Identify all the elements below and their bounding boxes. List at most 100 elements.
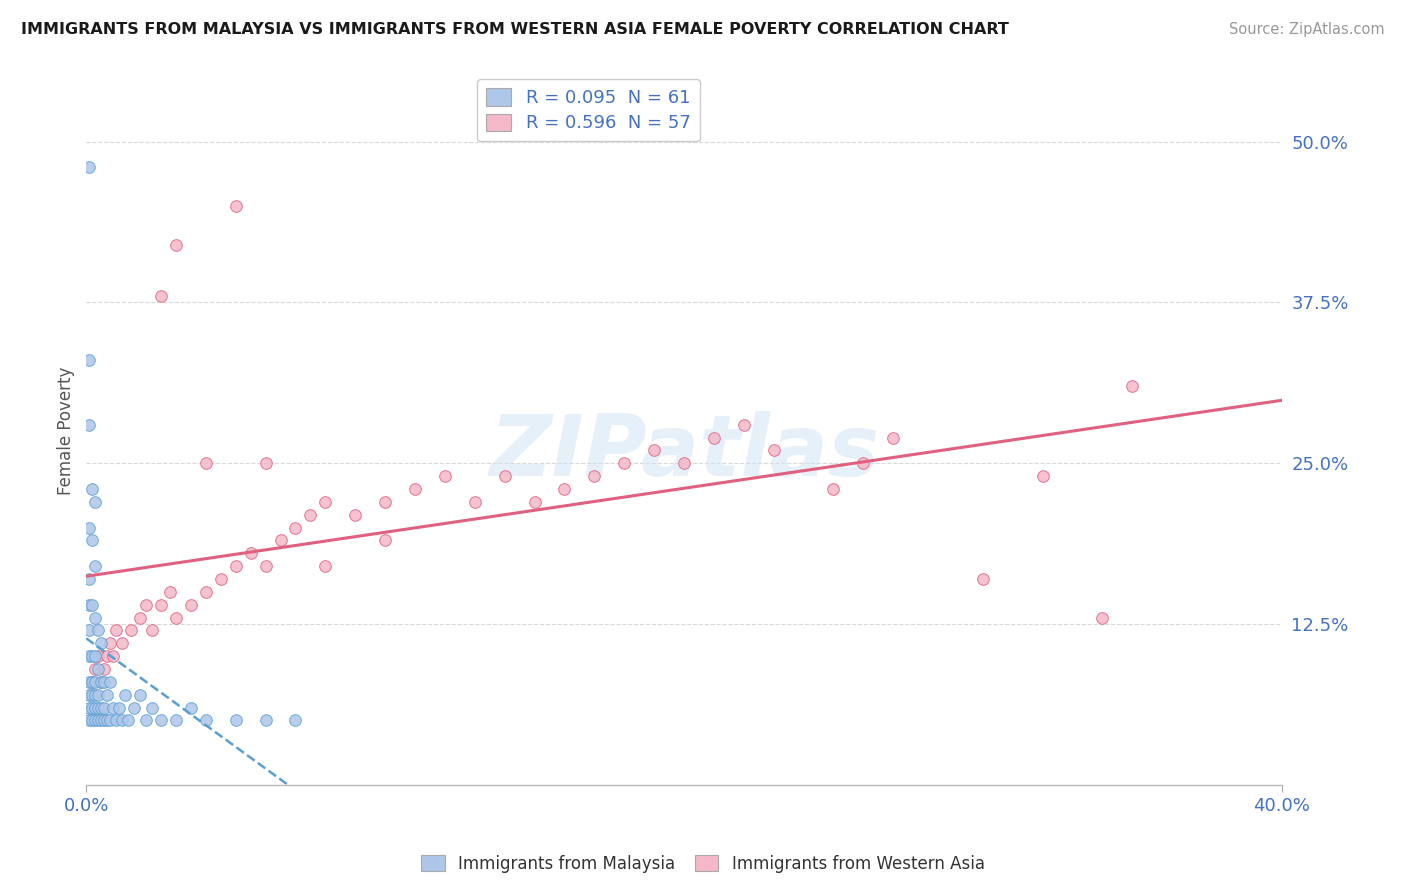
Point [239, 546, 262, 560]
Point [82, 482, 104, 496]
Point [703, 431, 725, 445]
Point [84, 674, 107, 689]
Point [82, 598, 104, 612]
Point [93, 674, 115, 689]
Point [108, 700, 131, 714]
Point [284, 520, 307, 534]
Point [882, 431, 904, 445]
Point [150, 714, 173, 728]
Point [314, 559, 336, 574]
Point [82, 533, 104, 548]
Point [433, 469, 456, 483]
Point [762, 443, 785, 458]
Point [643, 443, 665, 458]
Point [105, 624, 128, 638]
Legend: Immigrants from Malaysia, Immigrants from Western Asia: Immigrants from Malaysia, Immigrants fro… [415, 848, 991, 880]
Point [852, 456, 875, 470]
Point [180, 598, 202, 612]
Point [270, 533, 292, 548]
Point [87, 700, 110, 714]
Text: IMMIGRANTS FROM MALAYSIA VS IMMIGRANTS FROM WESTERN ASIA FEMALE POVERTY CORRELAT: IMMIGRANTS FROM MALAYSIA VS IMMIGRANTS F… [21, 22, 1010, 37]
Point [194, 714, 217, 728]
Point [82, 700, 104, 714]
Point [254, 559, 277, 574]
Point [159, 585, 181, 599]
Point [77, 674, 100, 689]
Legend: R = 0.095  N = 61, R = 0.596  N = 57: R = 0.095 N = 61, R = 0.596 N = 57 [477, 79, 700, 141]
Point [254, 714, 277, 728]
Point [96, 714, 118, 728]
Point [135, 598, 157, 612]
Point [150, 289, 173, 303]
Point [84, 700, 107, 714]
Point [82, 674, 104, 689]
Point [180, 700, 202, 714]
Point [374, 495, 396, 509]
Point [141, 700, 163, 714]
Point [96, 649, 118, 664]
Point [165, 714, 187, 728]
Point [1032, 469, 1054, 483]
Point [613, 456, 636, 470]
Point [150, 598, 173, 612]
Point [122, 700, 145, 714]
Point [84, 495, 107, 509]
Point [141, 624, 163, 638]
Point [135, 714, 157, 728]
Point [284, 714, 307, 728]
Point [583, 469, 606, 483]
Point [77, 688, 100, 702]
Point [299, 508, 322, 522]
Point [209, 572, 232, 586]
Point [823, 482, 845, 496]
Point [77, 649, 100, 664]
Point [129, 610, 152, 624]
Point [344, 508, 367, 522]
Point [84, 559, 107, 574]
Point [84, 610, 107, 624]
Point [90, 636, 112, 650]
Point [314, 495, 336, 509]
Text: Source: ZipAtlas.com: Source: ZipAtlas.com [1229, 22, 1385, 37]
Point [77, 520, 100, 534]
Point [733, 417, 755, 432]
Point [82, 649, 104, 664]
Point [82, 714, 104, 728]
Point [98, 674, 121, 689]
Text: ZIPatlas: ZIPatlas [489, 411, 879, 494]
Y-axis label: Female Poverty: Female Poverty [58, 367, 75, 495]
Point [374, 533, 396, 548]
Point [87, 649, 110, 664]
Point [111, 636, 134, 650]
Point [254, 456, 277, 470]
Point [84, 649, 107, 664]
Point [114, 688, 136, 702]
Point [77, 161, 100, 175]
Point [77, 353, 100, 368]
Point [82, 674, 104, 689]
Point [87, 662, 110, 676]
Point [77, 417, 100, 432]
Point [120, 624, 142, 638]
Point [494, 469, 516, 483]
Point [93, 714, 115, 728]
Point [225, 199, 247, 213]
Point [523, 495, 546, 509]
Point [90, 674, 112, 689]
Point [105, 714, 128, 728]
Point [90, 714, 112, 728]
Point [77, 572, 100, 586]
Point [117, 714, 139, 728]
Point [972, 572, 994, 586]
Point [404, 482, 426, 496]
Point [84, 714, 107, 728]
Point [90, 700, 112, 714]
Point [77, 598, 100, 612]
Point [87, 714, 110, 728]
Point [87, 624, 110, 638]
Point [77, 700, 100, 714]
Point [464, 495, 486, 509]
Point [553, 482, 575, 496]
Point [93, 662, 115, 676]
Point [90, 674, 112, 689]
